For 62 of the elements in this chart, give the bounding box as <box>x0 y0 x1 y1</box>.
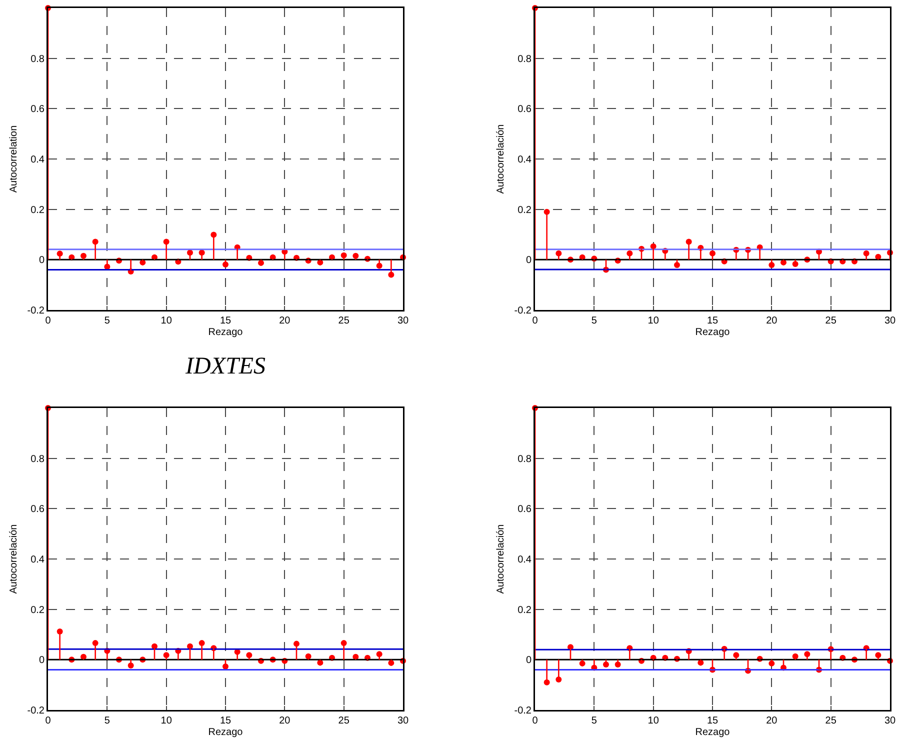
x-tick-label: 5 <box>104 316 110 326</box>
y-tick-label: 0.8 <box>518 454 532 465</box>
x-tick-label: 5 <box>591 316 598 326</box>
y-tick-label: 0.4 <box>30 154 45 166</box>
x-tick-label: 30 <box>397 316 409 326</box>
x-tick-label: 30 <box>397 716 409 726</box>
y-tick-label: 0.6 <box>518 104 532 116</box>
y-tick-label: 0.8 <box>30 454 45 465</box>
y-tick-label: 0 <box>526 655 532 666</box>
y-axis-title: Autocorrelación <box>496 524 507 594</box>
point <box>222 261 228 268</box>
y-tick-label: 0.2 <box>30 604 45 616</box>
point <box>80 252 86 259</box>
x-tick-label: 15 <box>706 316 718 326</box>
y-tick-label: 0.4 <box>518 154 532 166</box>
y-tick-label: 0.2 <box>518 204 532 216</box>
x-tick-label: 30 <box>884 716 896 726</box>
y-tick-label: 0 <box>38 655 45 666</box>
x-tick-label: 20 <box>279 316 291 326</box>
x-tick-label: 25 <box>825 316 837 326</box>
x-tick-label: 15 <box>220 716 232 726</box>
x-axis-title: Rezago <box>695 726 730 738</box>
x-tick-label: 15 <box>706 716 718 726</box>
x-tick-label: 20 <box>766 716 778 726</box>
text: IDXTES <box>184 353 266 380</box>
y-axis-title: Autocorrelación <box>496 124 507 194</box>
x-tick-label: 20 <box>766 316 778 326</box>
point <box>258 260 264 266</box>
y-tick-label: 0.6 <box>30 104 45 116</box>
point <box>603 661 609 668</box>
y-tick-label: 0.4 <box>30 554 45 566</box>
x-tick-label: 10 <box>160 316 172 326</box>
x-axis-title: Rezago <box>695 326 730 338</box>
x-axis-title: Rezago <box>208 726 244 738</box>
y-tick-label: -0.2 <box>514 706 532 716</box>
x-tick-label: 15 <box>220 316 232 326</box>
y-axis-title: Autocorrelación <box>8 524 20 594</box>
y-tick-label: 0.2 <box>518 604 532 616</box>
y-tick-label: -0.2 <box>27 306 45 316</box>
point <box>674 262 680 268</box>
x-tick-label: 25 <box>825 716 837 726</box>
y-tick-label: 0 <box>38 255 45 266</box>
x-tick-label: 20 <box>279 716 291 726</box>
y-tick-label: 0.8 <box>30 54 45 65</box>
x-tick-label: 25 <box>338 316 350 326</box>
x-tick-label: 5 <box>591 716 598 726</box>
y-tick-label: 0.6 <box>30 504 45 516</box>
x-axis-title: Rezago <box>208 326 244 338</box>
y-tick-label: 0.6 <box>518 504 532 516</box>
y-tick-label: -0.2 <box>514 306 532 316</box>
x-tick-label: 25 <box>338 716 350 726</box>
y-tick-label: 0.4 <box>518 554 532 566</box>
x-tick-label: 10 <box>648 716 660 726</box>
x-tick-label: 10 <box>160 716 172 726</box>
x-tick-label: 10 <box>648 316 660 326</box>
y-tick-label: 0.8 <box>518 54 532 65</box>
x-tick-label: 5 <box>104 716 110 726</box>
y-tick-label: 0 <box>526 255 532 266</box>
y-tick-label: 0.2 <box>30 204 45 216</box>
y-tick-label: -0.2 <box>27 706 45 716</box>
x-tick-label: 30 <box>884 316 896 326</box>
y-axis-title: Autocorrelation <box>8 125 20 193</box>
